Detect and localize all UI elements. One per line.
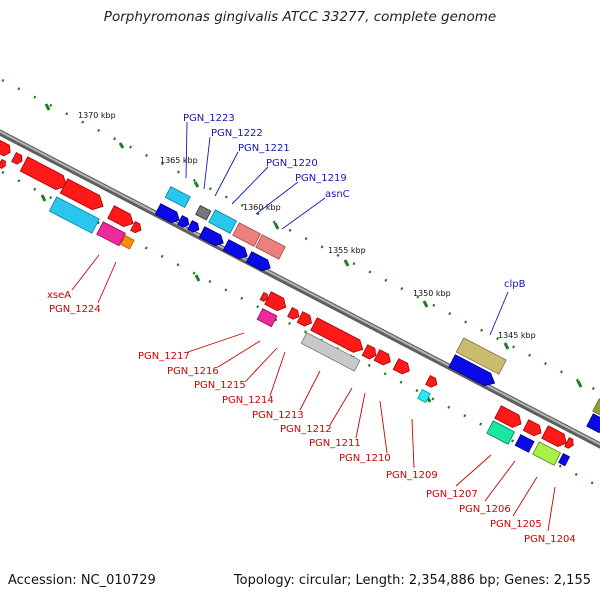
gene-red-mid-6[interactable] [392,358,412,377]
gene-red-3[interactable] [107,205,137,230]
label-clpb: clpB [504,279,526,290]
gene-red-mid-3[interactable] [296,311,314,329]
gene-red-right-4[interactable] [564,437,576,450]
gene-leftmost-3[interactable] [0,158,7,169]
label-pgn1211: PGN_1211 [309,438,361,449]
gene-red-right-2[interactable] [522,419,544,438]
gene-pgn1222[interactable] [195,205,212,221]
gene-red-2[interactable] [59,178,106,214]
gene-features [0,139,600,467]
gene-xsea[interactable] [48,196,100,234]
gene-red-mid-4[interactable] [361,344,378,361]
label-pgn1204: PGN_1204 [524,534,576,545]
gene-red-1[interactable] [19,156,70,193]
gene-olive-edge[interactable] [592,398,600,417]
scale-label-1350: 1350 kbp [413,289,451,298]
accession-text: Accession: NC_010729 [8,573,156,588]
leader-lines-blue [185,121,509,336]
gene-pgn1224[interactable] [96,221,126,247]
gene-leftmost-2[interactable] [11,152,25,166]
scale-label-1345: 1345 kbp [498,331,536,340]
gene-pgn1223[interactable] [164,186,191,209]
label-pgn1220: PGN_1220 [266,158,318,169]
gene-clpb[interactable] [455,337,507,375]
gene-red-4[interactable] [130,221,144,235]
gene-blue-1[interactable] [154,203,182,226]
label-pgn1217: PGN_1217 [138,351,190,362]
leader-lines-red [71,254,556,532]
gene-blue-clpb[interactable] [448,354,498,390]
label-pgn1209: PGN_1209 [386,470,438,481]
gene-blue-6[interactable] [245,251,273,274]
scale-label-1355: 1355 kbp [328,246,366,255]
label-pgn1214: PGN_1214 [222,395,274,406]
label-pgn1215: PGN_1215 [194,380,246,391]
scale-label-1360: 1360 kbp [243,203,281,212]
gene-blue-4[interactable] [198,226,226,249]
label-pgn1210: PGN_1210 [339,453,391,464]
label-pgn1222: PGN_1222 [211,128,263,139]
gene-pgn1204[interactable] [558,453,571,467]
gene-red-mid-long[interactable] [310,317,366,356]
gene-pgn1217[interactable] [259,291,269,302]
label-pgn1205: PGN_1205 [490,519,542,530]
scale-label-1365: 1365 kbp [160,156,198,165]
gene-red-mid-2[interactable] [287,307,301,321]
label-xsea: xseA [47,290,71,301]
gene-pgn1216[interactable] [256,308,278,328]
gene-blue-3[interactable] [187,220,201,234]
gene-red-mid-1[interactable] [264,291,289,314]
label-asnc: asnC [325,189,350,200]
gene-red-right-1[interactable] [494,405,525,430]
label-pgn1206: PGN_1206 [459,504,511,515]
label-pgn1212: PGN_1212 [280,424,332,435]
gene-pgn1219[interactable] [255,234,286,260]
genome-backbone [0,129,600,449]
map-title: Porphyromonas gingivalis ATCC 33277, com… [103,9,497,25]
scale-label-1370: 1370 kbp [78,111,116,120]
genome-summary-text: Topology: circular; Length: 2,354,886 bp… [233,573,591,588]
gene-blue-2[interactable] [177,215,191,229]
gene-blue-5[interactable] [222,239,250,262]
label-pgn1216: PGN_1216 [167,366,219,377]
gene-pgn1205[interactable] [532,441,562,466]
gene-leftmost-1[interactable] [0,139,13,158]
gene-blue-edge[interactable] [586,413,600,434]
label-pgn1224: PGN_1224 [49,304,101,315]
label-pgn1207: PGN_1207 [426,489,478,500]
gene-red-mid-5[interactable] [373,349,393,368]
gene-pgn1209[interactable] [417,389,431,404]
gene-pgn1206[interactable] [514,434,535,453]
gene-pgn1220[interactable] [232,222,262,247]
label-pgn1219: PGN_1219 [295,173,347,184]
label-pgn1223: PGN_1223 [183,113,235,124]
gene-grey[interactable] [300,332,361,372]
gene-pgn1221[interactable] [208,209,238,234]
label-pgn1221: PGN_1221 [238,143,290,154]
gene-pgn1207[interactable] [486,420,516,445]
label-pgn1213: PGN_1213 [252,410,304,421]
gene-red-right-3[interactable] [541,425,570,450]
gene-red-mid-7[interactable] [425,375,439,389]
gene-orange[interactable] [120,235,135,250]
